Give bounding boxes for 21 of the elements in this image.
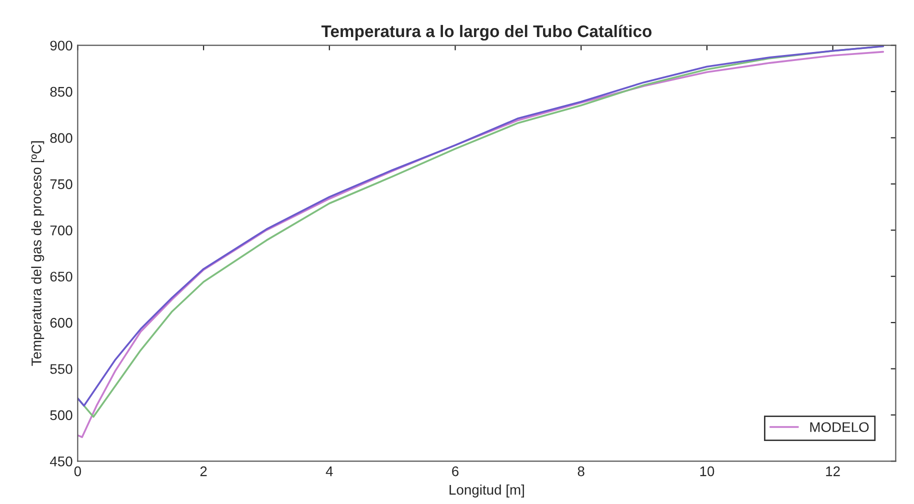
y-tick-label: 800 <box>50 133 72 143</box>
x-tick-label: 4 <box>326 466 333 476</box>
y-axis-title: Temperatura del gas de proceso [ºC] <box>31 141 44 366</box>
x-tick-label: 0 <box>74 466 82 476</box>
x-tick-label: 2 <box>200 466 207 476</box>
y-tick-label: 850 <box>50 86 72 97</box>
x-tick-label: 12 <box>826 466 840 476</box>
y-tick-label: 750 <box>50 179 72 190</box>
y-tick-label: 500 <box>50 410 72 420</box>
x-tick-label: 10 <box>700 466 714 476</box>
legend-label: MODELO <box>810 422 869 432</box>
y-tick-label: 600 <box>50 318 72 328</box>
y-tick-label: 650 <box>50 272 72 282</box>
y-tick-label: 700 <box>50 225 72 236</box>
y-tick-label: 450 <box>50 456 72 466</box>
chart-title: Temperatura a lo largo del Tubo Catalítico <box>321 24 652 41</box>
x-axis-title: Longitud [m] <box>450 484 524 498</box>
x-tick-label: 6 <box>452 466 458 476</box>
y-tick-label: 900 <box>50 40 72 51</box>
y-tick-label: 550 <box>50 364 72 374</box>
x-tick-label: 8 <box>578 466 584 476</box>
